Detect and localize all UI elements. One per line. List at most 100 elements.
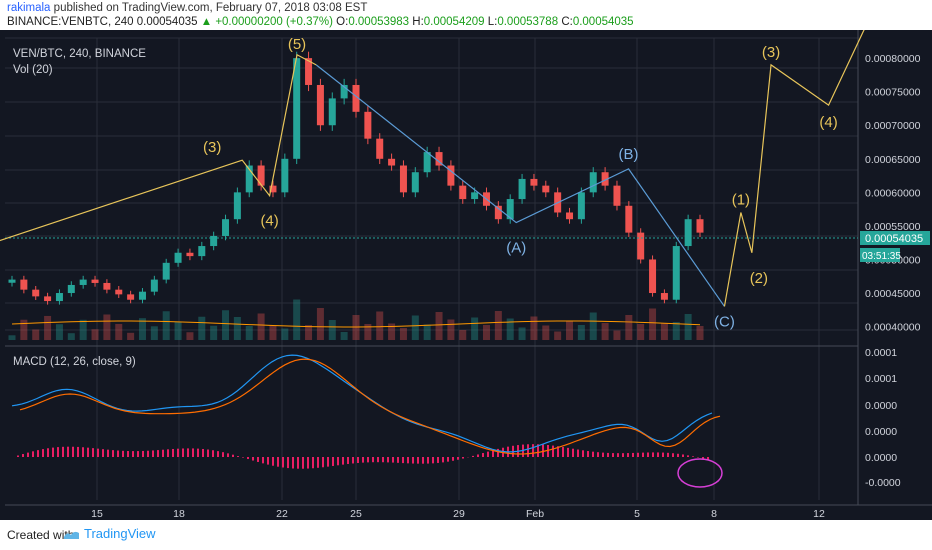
high-label: H: <box>412 16 424 28</box>
up-arrow-icon: ▲ <box>200 16 213 28</box>
macd-histogram-bar <box>57 447 59 457</box>
candle-body <box>649 259 657 294</box>
volume-bar <box>672 322 680 340</box>
volume-bar <box>554 331 562 340</box>
macd-histogram-bar <box>107 449 109 457</box>
price-axis[interactable]: 0.00080000 0.00075000 0.00070000 0.00065000… <box>865 53 921 333</box>
time-tick-label: 8 <box>711 508 717 520</box>
macd-histogram-bar <box>257 457 259 462</box>
price-grid <box>5 37 858 331</box>
wave-label: (5) <box>288 36 306 53</box>
volume-bar <box>20 319 28 340</box>
chart-canvas[interactable]: (3) (4) (5) (A) (B) (C) (1) (2) (3) (4) VEN/BTC, … <box>0 30 932 520</box>
macd-histogram-bar <box>537 444 539 457</box>
macd-histogram-bar <box>62 446 64 457</box>
candle-body <box>316 84 324 126</box>
price-tick-label: 0.00070000 <box>865 120 921 132</box>
volume-bar <box>281 328 289 340</box>
macd-histogram-bar <box>77 446 79 457</box>
volume-bar <box>376 311 384 340</box>
macd-histogram-bar <box>252 457 254 461</box>
macd-histogram-bar <box>582 450 584 457</box>
time-tick-label: 22 <box>276 508 288 520</box>
macd-axis[interactable]: 0.0001 0.0001 0.0000 0.0000 0.0000 -0.0000 <box>865 347 901 489</box>
macd-histogram-bar <box>457 457 459 460</box>
candle-body <box>115 289 123 295</box>
macd-tick-label: 0.0000 <box>865 400 897 412</box>
macd-histogram-bar <box>152 450 154 457</box>
macd-histogram-bar <box>122 450 124 457</box>
macd-histogram-bar <box>37 450 39 457</box>
macd-histogram-bar <box>687 455 689 457</box>
candle-body <box>233 192 241 220</box>
macd-histogram-bar <box>572 448 574 457</box>
vertical-grid <box>96 38 820 500</box>
candle-body <box>388 158 396 166</box>
volume-bar <box>44 315 52 340</box>
last-price-tag-text: 0.00054035 <box>865 233 923 245</box>
macd-histogram-bar <box>362 457 364 463</box>
volume-bar <box>601 323 609 340</box>
macd-histogram-bar <box>447 457 449 462</box>
macd-histogram-bar <box>562 447 564 457</box>
macd-histogram-bar <box>382 457 384 463</box>
chart-title: VEN/BTC, 240, BINANCE <box>13 48 146 60</box>
volume-bar <box>257 313 265 340</box>
candle-body <box>601 172 609 186</box>
macd-histogram-bar <box>437 457 439 463</box>
macd-histogram-bar <box>652 452 654 457</box>
wave-label: (C) <box>714 313 735 330</box>
time-tick-label: Feb <box>526 508 544 520</box>
macd-histogram-bar <box>127 451 129 457</box>
chart-area[interactable]: (3) (4) (5) (A) (B) (C) (1) (2) (3) (4) VEN/BTC, … <box>0 30 932 520</box>
macd-cross-highlight <box>677 458 723 488</box>
macd-histogram-bar <box>422 457 424 464</box>
macd-histogram-bar <box>17 455 19 457</box>
volume-bar <box>233 317 241 340</box>
volume-bar <box>340 332 348 340</box>
macd-histogram-bar <box>312 457 314 469</box>
macd-histogram-bar <box>132 451 134 457</box>
macd-histogram-bar <box>172 448 174 457</box>
time-tick-label: 18 <box>173 508 185 520</box>
macd-histogram-bar <box>402 457 404 464</box>
volume-bar <box>459 330 467 340</box>
macd-histogram-bar <box>462 457 464 459</box>
volume-bar <box>316 308 324 340</box>
volume-bar <box>174 321 182 340</box>
macd-histogram-bar <box>682 454 684 457</box>
macd-histogram-bar <box>677 453 679 457</box>
volume-bar <box>245 326 253 340</box>
macd-pane <box>11 354 721 469</box>
macd-histogram-bar <box>707 457 709 461</box>
macd-histogram-bar <box>217 451 219 457</box>
macd-histogram-bar <box>657 452 659 457</box>
wave-label: (2) <box>750 270 768 287</box>
tradingview-link[interactable]: TradingView <box>84 526 156 541</box>
tradingview-logo-icon <box>64 531 79 539</box>
macd-histogram-bar <box>702 457 704 459</box>
macd-histogram-bar <box>162 449 164 457</box>
publish-info: published on TradingView.com, February 0… <box>53 2 368 14</box>
candle-body <box>542 185 550 193</box>
candle-body <box>44 296 52 302</box>
macd-tick-label: -0.0000 <box>865 477 901 489</box>
impulse-wave-line <box>0 53 317 242</box>
wave-label: (1) <box>732 191 750 208</box>
candle-body <box>376 138 384 159</box>
author-link[interactable]: rakimala <box>7 2 51 14</box>
candle-body <box>269 185 277 193</box>
macd-histogram-bar <box>377 457 379 463</box>
volume-label: Vol (20) <box>13 64 53 76</box>
macd-histogram-bar <box>352 457 354 464</box>
time-axis[interactable]: 15 18 22 25 29 Feb 5 8 12 <box>91 508 825 520</box>
price-tick-label: 0.00065000 <box>865 154 921 166</box>
candle-body <box>67 284 75 294</box>
volume-bar <box>32 329 40 340</box>
macd-histogram-bar <box>42 449 44 457</box>
volume-bar <box>91 329 99 340</box>
projection-wave-line <box>723 30 865 307</box>
time-tick-label: 12 <box>813 508 825 520</box>
macd-histogram-bar <box>212 450 214 457</box>
macd-histogram-bar <box>302 457 304 469</box>
